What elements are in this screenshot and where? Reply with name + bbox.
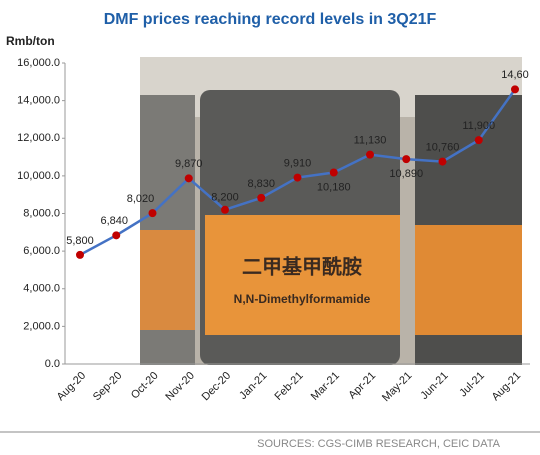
x-tick-label: Nov-20 — [163, 370, 197, 404]
data-label: 11,130 — [354, 135, 387, 147]
marker — [221, 205, 229, 214]
data-label: 8,020 — [127, 193, 155, 205]
y-tick-label: 0.0 — [45, 358, 60, 370]
marker — [76, 250, 84, 259]
data-label: 10,180 — [317, 181, 351, 193]
y-tick-label: 10,000.0 — [17, 170, 60, 182]
svg-text:N,N-Dimethylformamide: N,N-Dimethylformamide — [234, 292, 371, 306]
x-tick-label: Mar-21 — [309, 370, 342, 403]
marker — [366, 150, 374, 159]
y-axis-label: Rmb/ton — [6, 34, 55, 48]
marker — [148, 209, 157, 218]
marker — [112, 231, 121, 240]
data-label: 11,900 — [462, 120, 495, 132]
y-tick-label: 14,000.0 — [17, 95, 60, 107]
x-tick-label: Jun-21 — [418, 370, 450, 402]
marker — [402, 155, 411, 164]
data-label: 9,870 — [175, 158, 203, 170]
x-tick-label: Oct-20 — [129, 370, 161, 402]
data-label: 6,840 — [100, 215, 128, 227]
x-tick-label: Jan-21 — [237, 370, 269, 402]
x-tick-label: May-21 — [380, 370, 414, 404]
y-tick-label: 8,000.0 — [23, 207, 60, 219]
x-tick-label: Aug-21 — [490, 370, 524, 404]
source: SOURCES: CGS-CIMB RESEARCH, CEIC DATA — [257, 438, 501, 450]
data-label: 9,910 — [284, 157, 312, 169]
x-tick-label: Dec-20 — [200, 370, 234, 404]
background-photo: 二甲基甲酰胺 N,N-Dimethylformamide — [140, 57, 522, 365]
data-label: 8,200 — [211, 192, 239, 204]
data-label: 10,760 — [426, 141, 460, 153]
x-tick-label: Aug-20 — [55, 370, 89, 404]
y-tick-label: 6,000.0 — [23, 245, 60, 257]
data-label: 8,830 — [247, 178, 275, 190]
data-label: 10,890 — [389, 168, 423, 180]
data-label: 5,800 — [66, 235, 94, 247]
y-tick-label: 4,000.0 — [23, 283, 60, 295]
x-tick-label: Sep-20 — [91, 370, 125, 404]
y-tick-label: 2,000.0 — [23, 320, 60, 332]
x-tick-label: Apr-21 — [346, 370, 378, 402]
chart-title: DMF prices reaching record levels in 3Q2… — [104, 11, 437, 28]
marker — [329, 168, 338, 177]
svg-text:二甲基甲酰胺: 二甲基甲酰胺 — [242, 254, 362, 278]
y-tick-label: 12,000.0 — [17, 132, 60, 144]
y-tick-label: 16,000.0 — [17, 57, 60, 69]
marker — [257, 193, 266, 202]
marker — [184, 174, 193, 183]
x-tick-label: Feb-21 — [273, 370, 306, 403]
marker — [438, 157, 447, 166]
marker — [293, 173, 302, 182]
x-tick-label: Jul-21 — [457, 370, 487, 400]
marker — [511, 85, 519, 94]
marker — [474, 136, 483, 145]
data-label: 14,60 — [501, 69, 529, 81]
